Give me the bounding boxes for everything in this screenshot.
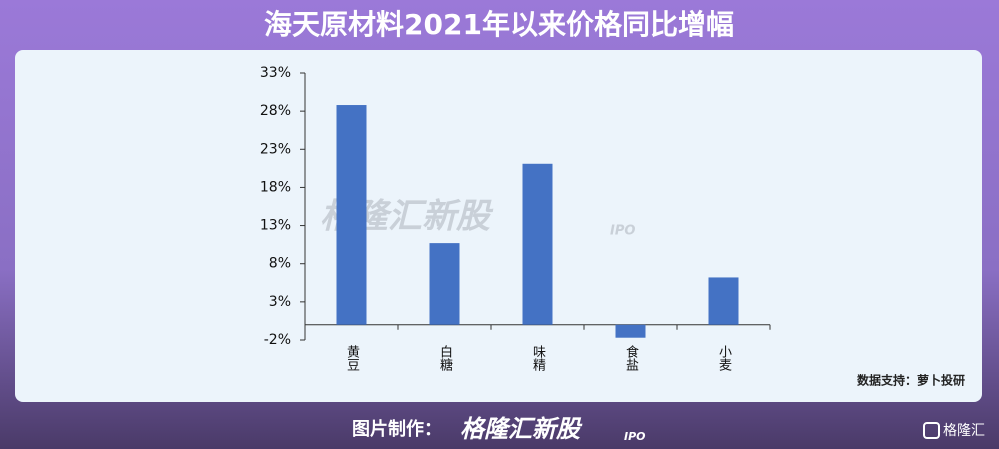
x-tick-label: 味精: [530, 345, 546, 371]
footer-tag: IPO: [624, 430, 646, 443]
bar: [615, 324, 646, 338]
footer-label: 图片制作：: [352, 418, 442, 440]
x-tick-label: 小麦: [716, 345, 732, 371]
x-tick-label: 黄豆: [344, 345, 360, 371]
y-tick-label: 13%: [260, 218, 291, 234]
y-tick-label: 8%: [269, 256, 291, 272]
y-tick-label: 3%: [269, 294, 291, 310]
source: 数据支持：萝卜投研: [857, 373, 965, 388]
x-tick-label: 食盐: [623, 344, 639, 371]
y-tick-label: 28%: [260, 103, 291, 119]
logo-text: 格隆汇: [943, 423, 985, 439]
y-tick-label: 18%: [260, 179, 291, 195]
bar: [708, 277, 739, 325]
x-tick-label: 白糖: [437, 344, 453, 372]
bar: [522, 163, 553, 325]
y-tick-label: -2%: [264, 332, 291, 348]
watermark-tag: IPO: [610, 224, 635, 239]
logo-icon: [923, 422, 940, 439]
panel: [15, 50, 982, 402]
y-tick-label: 33%: [260, 65, 291, 81]
bar: [336, 105, 367, 325]
chart-title: 海天原材料2021年以来价格同比增幅: [264, 8, 734, 41]
y-tick-label: 23%: [260, 141, 291, 157]
footer-brand: 格隆汇新股: [460, 415, 583, 443]
bar: [429, 243, 460, 325]
